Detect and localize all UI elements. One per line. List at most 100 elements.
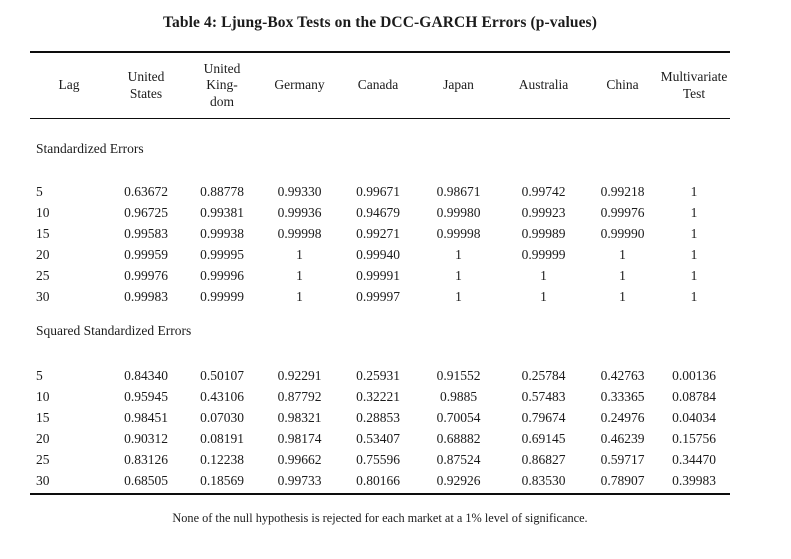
- p-value-cell: 0.08784: [672, 389, 716, 404]
- p-value-cell: 0.99998: [436, 226, 481, 241]
- p-value-cell: 0.99991: [356, 268, 400, 283]
- column-header-united-kingdom: United King- dom: [203, 60, 241, 109]
- column-header-japan: Japan: [443, 77, 474, 93]
- lag-cell: 15: [36, 226, 50, 241]
- p-value-cell: 0.99271: [356, 226, 400, 241]
- column-header-canada: Canada: [357, 77, 399, 93]
- p-value-cell: 0.99733: [277, 473, 322, 488]
- p-value-cell: 1: [455, 247, 462, 262]
- table-row: 30 0.68505 0.18569 0.99733 0.80166 0.92926 0.8…: [30, 470, 730, 491]
- p-value-cell: 0.18569: [200, 473, 244, 488]
- p-value-cell: 1: [690, 247, 698, 262]
- p-value-cell: 0.99662: [277, 452, 322, 467]
- p-value-cell: 0.99976: [124, 268, 168, 283]
- p-value-cell: 0.84340: [124, 368, 168, 383]
- section-label-squared-standardized-errors: Squared Standardized Errors: [36, 323, 192, 338]
- p-value-cell: 0.68505: [124, 473, 168, 488]
- lag-cell: 15: [36, 410, 50, 425]
- p-value-cell: 0.79674: [521, 410, 566, 425]
- table-header-row: Lag United States United King- dom Germa…: [30, 53, 730, 119]
- p-value-cell: 0.99959: [124, 247, 168, 262]
- p-value-cell: 1: [296, 247, 303, 262]
- p-value-cell: 0.99976: [600, 205, 645, 220]
- p-value-cell: 0.08191: [200, 431, 244, 446]
- p-value-cell: 0.99330: [277, 184, 322, 199]
- p-value-cell: 0.92291: [277, 368, 322, 383]
- p-value-cell: 0.98671: [436, 184, 481, 199]
- column-header-china: China: [606, 77, 639, 93]
- p-value-cell: 0.63672: [124, 184, 168, 199]
- p-value-cell: 0.42763: [600, 368, 645, 383]
- p-value-cell: 0.99381: [200, 205, 244, 220]
- p-value-cell: 0.91552: [436, 368, 481, 383]
- section-rows-squared-standardized-errors: 5 0.84340 0.50107 0.92291 0.25931 0.91552 0.25…: [30, 365, 730, 491]
- table-row: 15 0.99583 0.99938 0.99998 0.99271 0.99998 0.9…: [30, 223, 730, 244]
- column-header-germany: Germany: [274, 77, 325, 93]
- p-value-cell: 0.99983: [124, 289, 168, 304]
- table-row: 25 0.83126 0.12238 0.99662 0.75596 0.87524 0.8…: [30, 449, 730, 470]
- p-value-cell: 0.95945: [124, 389, 168, 404]
- p-value-cell: 1: [619, 247, 626, 262]
- p-value-cell: 0.99989: [521, 226, 566, 241]
- p-value-cell: 0.46239: [600, 431, 645, 446]
- lag-cell: 10: [36, 389, 50, 404]
- p-value-cell: 0.07030: [200, 410, 244, 425]
- p-value-cell: 1: [619, 268, 626, 283]
- column-header-united-states: United States: [127, 69, 165, 101]
- p-value-cell: 0.96725: [124, 205, 168, 220]
- p-value-cell: 0.98174: [277, 431, 322, 446]
- p-value-cell: 0.83530: [521, 473, 566, 488]
- section-label-standardized-errors: Standardized Errors: [36, 141, 144, 156]
- p-value-cell: 0.04034: [672, 410, 716, 425]
- table-row: 5 0.63672 0.88778 0.99330 0.99671 0.98671 0.99…: [30, 181, 730, 202]
- p-value-cell: 0.25784: [521, 368, 566, 383]
- p-value-cell: 0.57483: [521, 389, 566, 404]
- p-value-cell: 0.43106: [200, 389, 244, 404]
- p-value-cell: 0.99938: [200, 226, 244, 241]
- p-value-cell: 1: [690, 289, 698, 304]
- p-value-cell: 0.99742: [521, 184, 566, 199]
- p-value-cell: 0.83126: [124, 452, 168, 467]
- table-row: 5 0.84340 0.50107 0.92291 0.25931 0.91552 0.25…: [30, 365, 730, 386]
- p-value-cell: 0.99999: [521, 247, 566, 262]
- table-row: 20 0.99959 0.99995 1 0.99940 1 0.99999 1 1: [30, 244, 730, 265]
- p-value-cell: 0.69145: [521, 431, 566, 446]
- p-value-cell: 0.78907: [600, 473, 645, 488]
- p-value-cell: 0.87524: [436, 452, 481, 467]
- p-value-cell: 0.99997: [356, 289, 400, 304]
- p-value-cell: 1: [540, 289, 547, 304]
- p-value-cell: 0.9885: [439, 389, 478, 404]
- p-value-cell: 0.86827: [521, 452, 566, 467]
- column-header-multivariate-test: Multivariate Test: [660, 69, 728, 101]
- p-value-cell: 0.99996: [200, 268, 244, 283]
- lag-cell: 20: [36, 431, 50, 446]
- lag-cell: 25: [36, 268, 50, 283]
- p-value-cell: 0.98451: [124, 410, 168, 425]
- p-value-cell: 0.28853: [356, 410, 400, 425]
- p-value-cell: 0.99936: [277, 205, 322, 220]
- p-value-cell: 0.99995: [200, 247, 244, 262]
- p-value-cell: 0.99999: [200, 289, 244, 304]
- table-title: Table 4: Ljung-Box Tests on the DCC-GARC…: [163, 14, 597, 31]
- p-value-cell: 0.87792: [277, 389, 322, 404]
- p-value-cell: 1: [690, 268, 698, 283]
- p-value-cell: 1: [455, 268, 462, 283]
- p-value-cell: 0.59717: [600, 452, 645, 467]
- p-value-cell: 1: [296, 268, 303, 283]
- p-value-cell: 1: [455, 289, 462, 304]
- p-value-cell: 1: [690, 226, 698, 241]
- p-value-cell: 1: [296, 289, 303, 304]
- p-value-cell: 0.94679: [356, 205, 400, 220]
- p-value-cell: 0.12238: [200, 452, 244, 467]
- lag-cell: 20: [36, 247, 50, 262]
- p-value-cell: 0.99980: [436, 205, 481, 220]
- p-value-cell: 1: [690, 184, 698, 199]
- lag-cell: 5: [36, 368, 43, 383]
- p-value-cell: 0.99671: [356, 184, 400, 199]
- p-value-cell: 0.50107: [200, 368, 244, 383]
- p-value-cell: 0.33365: [600, 389, 645, 404]
- table-footnote: None of the null hypothesis is rejected …: [172, 511, 588, 525]
- table-row: 10 0.96725 0.99381 0.99936 0.94679 0.99980 0.9…: [30, 202, 730, 223]
- p-value-cell: 0.70054: [436, 410, 481, 425]
- paper-page: Table 4: Ljung-Box Tests on the DCC-GARC…: [0, 13, 791, 559]
